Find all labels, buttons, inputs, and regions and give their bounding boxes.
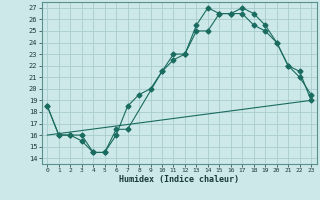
X-axis label: Humidex (Indice chaleur): Humidex (Indice chaleur) [119,175,239,184]
